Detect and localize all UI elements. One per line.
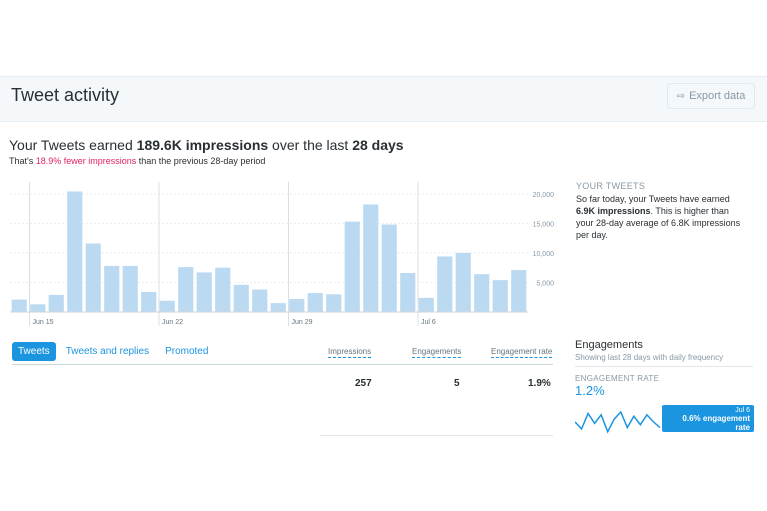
column-engagement-rate[interactable]: Engagement rate <box>491 347 553 358</box>
chart-bar <box>344 221 360 312</box>
chart-bar <box>381 224 397 312</box>
y-tick-label: 10,000 <box>533 251 555 258</box>
comparison-highlight: 18.9% fewer impressions <box>35 156 137 166</box>
chart-bar <box>85 243 101 312</box>
chart-bar <box>141 291 157 312</box>
chart-bar <box>48 294 64 312</box>
chart-bar <box>30 304 46 312</box>
summary-prefix: Your Tweets earned <box>9 137 137 153</box>
chart-bar <box>196 272 212 312</box>
x-tick-label: Jun 29 <box>292 319 313 326</box>
chart-bar <box>400 273 416 312</box>
chart-bar <box>492 280 508 312</box>
header-bar: Tweet activity ⇨ Export data <box>0 76 767 122</box>
chart-bar <box>511 270 527 312</box>
chart-bar <box>307 293 323 312</box>
engagements-divider <box>575 366 753 367</box>
chart-bar <box>215 267 231 312</box>
chart-bar <box>326 294 342 312</box>
page-title: Tweet activity <box>11 85 120 105</box>
summary-impressions: 189.6K impressions <box>136 137 269 153</box>
chart-bar <box>252 289 268 312</box>
export-data-label: Export data <box>689 90 746 102</box>
table-bottom-divider <box>320 435 553 436</box>
engagement-sparkline <box>575 410 661 434</box>
column-engagements[interactable]: Engagements <box>412 347 462 358</box>
chart-bar <box>233 284 249 312</box>
chart-bar <box>67 191 83 312</box>
chart-bar <box>418 297 434 312</box>
engagements-title: Engagements <box>575 339 643 351</box>
export-data-button[interactable]: ⇨ Export data <box>667 83 755 109</box>
engagement-rate-value: 1.2% <box>575 383 605 398</box>
comparison-suffix: than the previous 28-day period <box>136 156 266 166</box>
table-divider <box>12 364 553 365</box>
your-tweets-text-bold: 6.9K impressions <box>576 206 651 216</box>
engagement-tooltip: Jul 6 0.6% engagement rate <box>662 405 754 432</box>
y-tick-label: 5,000 <box>536 280 554 287</box>
column-impressions[interactable]: Impressions <box>328 347 372 358</box>
chart-bar <box>11 299 27 312</box>
cell-impressions: 257 <box>355 378 372 389</box>
chart-bar <box>437 256 453 312</box>
x-tick-label: Jun 22 <box>162 319 183 326</box>
chart-bar <box>159 300 175 312</box>
export-icon: ⇨ <box>676 90 686 102</box>
comparison-prefix: That's <box>9 156 36 166</box>
tweet-tabs: Tweets Tweets and replies Promoted <box>12 342 214 361</box>
chart-bar <box>289 299 305 312</box>
chart-bar <box>363 204 379 312</box>
chart-bar <box>104 265 120 312</box>
summary-middle: over the last <box>268 137 353 153</box>
your-tweets-text: So far today, your Tweets have earned 6.… <box>576 193 746 241</box>
y-tick-label: 15,000 <box>533 221 555 228</box>
your-tweets-title: YOUR TWEETS <box>576 181 646 191</box>
y-tick-label: 20,000 <box>533 192 555 199</box>
your-tweets-text-suffix: . This is higher than your 28-day averag… <box>576 206 741 240</box>
summary-period: 28 days <box>352 137 404 153</box>
impressions-chart: 20,000 15,000 10,000 5,000 Jun 15 Jun 22 Jun 2… <box>0 176 570 336</box>
impressions-comparison: That's 18.9% fewer impressions than the … <box>9 156 265 166</box>
chart-bar <box>455 252 471 312</box>
tooltip-text: 0.6% engagement rate <box>682 414 750 432</box>
chart-bar <box>178 267 194 312</box>
chart-bar <box>474 274 490 312</box>
tab-tweets-and-replies[interactable]: Tweets and replies <box>65 346 150 357</box>
cell-engagement-rate: 1.9% <box>528 378 551 389</box>
impressions-summary: Your Tweets earned 189.6K impressions ov… <box>9 137 404 153</box>
impressions-chart-svg: 20,000 15,000 10,000 5,000 Jun 15 Jun 22 Jun 2… <box>10 182 555 326</box>
sparkline-path <box>575 410 661 434</box>
tab-tweets[interactable]: Tweets <box>12 342 56 361</box>
x-tick-label: Jun 15 <box>33 319 54 326</box>
cell-engagements: 5 <box>454 378 460 389</box>
x-tick-label: Jul 6 <box>421 319 436 326</box>
tab-promoted[interactable]: Promoted <box>165 346 209 357</box>
tooltip-date: Jul 6 <box>735 407 750 414</box>
engagement-rate-label: ENGAGEMENT RATE <box>575 374 660 383</box>
chart-bar <box>122 265 138 312</box>
chart-bar <box>270 303 286 312</box>
your-tweets-text-prefix: So far today, your Tweets have earned <box>576 194 730 204</box>
engagements-subtitle: Showing last 28 days with daily frequenc… <box>575 353 724 362</box>
